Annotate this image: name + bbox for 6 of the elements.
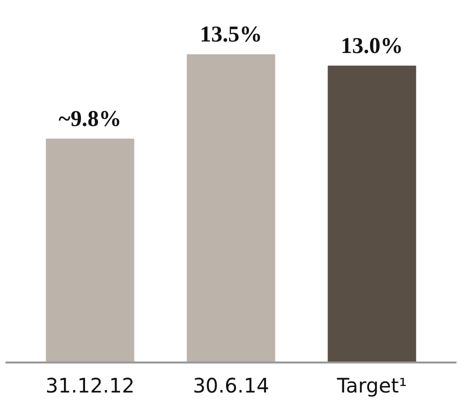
- data-label: 13.0%: [340, 33, 404, 58]
- x-tick-label: 30.6.14: [192, 374, 270, 398]
- data-label: 13.5%: [200, 22, 262, 47]
- x-tick-label: 31.12.12: [46, 374, 135, 398]
- data-label: ~9.8%: [58, 106, 122, 132]
- x-tick-label: Target¹: [336, 374, 407, 398]
